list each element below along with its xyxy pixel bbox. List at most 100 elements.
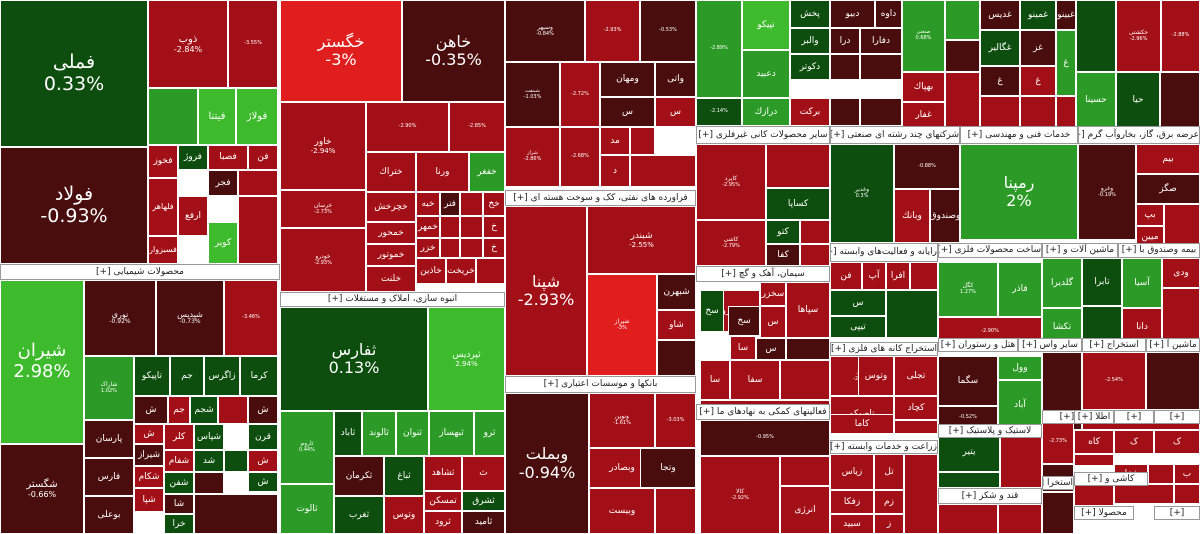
treemap-tile[interactable]: تمسكن [424,491,462,511]
treemap-tile[interactable]: -2.85% [449,102,505,152]
treemap-tile[interactable]: فاذر [998,262,1042,317]
treemap-tile[interactable]: کفا [766,244,800,266]
treemap-tile[interactable]: ثشرق [462,491,505,511]
treemap-tile[interactable]: ثغرب [334,496,384,534]
treemap-tile[interactable]: -3.55% [228,0,278,88]
treemap-tile[interactable]: درا [830,28,860,54]
treemap-tile[interactable]: شپاس [194,424,224,450]
treemap-tile[interactable]: تابرا [1082,258,1122,306]
treemap-tile[interactable]: آسیا [1122,258,1162,308]
treemap-tile[interactable]: یتیر [938,432,1000,472]
treemap-tile[interactable]: ش [248,472,278,492]
treemap-tile[interactable]: ثالوند [362,411,396,456]
treemap-tile[interactable]: شاراک 1.02% [84,356,134,420]
treemap-tile[interactable]: زفکا [830,490,874,514]
treemap-tile[interactable]: ثكرمان [334,456,384,496]
treemap-tile[interactable]: زیاس [830,454,874,490]
sector-header[interactable]: انبوه سازی، املاک و مستغلات [+] [280,292,505,307]
treemap-tile[interactable]: کاه [1074,430,1114,454]
treemap-tile[interactable]: قرن [248,424,278,450]
treemap-tile[interactable]: خريخت [446,258,476,284]
sector-header[interactable]: قند و شکر [+] [938,488,1042,504]
sector-header[interactable]: استخراج کانه های فلزی [+] [830,342,938,356]
treemap-tile[interactable]: شبندر -2.55% [587,206,696,274]
treemap-tile[interactable]: سپاها [786,282,830,338]
treemap-tile[interactable]: خودرو -2.93% [280,228,366,292]
treemap-tile[interactable]: تیپی [830,316,886,338]
treemap-tile[interactable]: کویر [208,222,238,264]
treemap-tile[interactable]: ثاروم 0.44% [280,411,334,484]
treemap-tile[interactable]: سبید [830,514,874,534]
treemap-tile[interactable]: ارفع [178,196,208,236]
treemap-tile[interactable]: -0.88% [894,144,960,189]
treemap-tile[interactable] [1164,204,1200,248]
treemap-tile[interactable]: فصبا [208,145,248,170]
treemap-tile[interactable]: س [600,97,655,127]
treemap-tile[interactable]: وسپهر -0.84% [505,0,585,62]
treemap-tile[interactable]: والبر [790,28,830,54]
treemap-tile[interactable]: وتوس [858,356,894,396]
treemap-tile[interactable]: شکام [134,466,164,488]
treemap-tile[interactable]: س [756,338,786,360]
treemap-tile[interactable]: کچاد [894,396,938,420]
treemap-tile[interactable] [194,472,224,494]
treemap-tile[interactable]: خ [483,216,505,238]
treemap-tile[interactable]: خلنت [366,266,416,292]
treemap-tile[interactable]: ث [462,456,505,491]
sector-header[interactable]: سایر واس [+] [1018,338,1082,352]
treemap-tile[interactable] [1056,96,1076,128]
treemap-tile[interactable]: جم [168,396,190,424]
treemap-tile[interactable]: شاو [657,310,696,340]
treemap-tile[interactable]: واتی [655,62,696,97]
treemap-tile[interactable]: خبه [416,192,440,216]
treemap-tile[interactable]: -2.14% [696,98,742,126]
sector-header[interactable]: بانکها و موسسات اعتباری [+] [505,376,696,393]
treemap-tile[interactable] [1000,432,1042,488]
treemap-tile[interactable]: وتجا [640,448,696,488]
treemap-tile[interactable]: کتو [766,220,800,244]
treemap-tile[interactable] [1114,484,1174,504]
treemap-tile[interactable]: فیتنا [198,88,236,145]
treemap-tile[interactable]: گلدیرا [1042,258,1082,308]
treemap-tile[interactable]: خرا [164,514,194,534]
treemap-tile[interactable] [998,504,1042,534]
treemap-tile[interactable]: دبیو [830,0,875,28]
treemap-tile[interactable]: ثشاهد [424,456,462,491]
treemap-tile[interactable]: شگستر -0.66% [0,444,84,534]
treemap-tile[interactable]: ش [134,396,168,424]
treemap-tile[interactable]: کگل 1.27% [938,262,998,317]
treemap-tile[interactable]: وغرو -0.19% [1078,144,1136,240]
treemap-tile[interactable]: زاگرس [204,356,240,396]
treemap-tile[interactable]: کاپرد -2.95% [696,144,766,220]
treemap-tile[interactable] [780,456,830,486]
treemap-tile[interactable]: ش [134,424,164,444]
treemap-tile[interactable]: خخ [483,192,505,216]
treemap-tile[interactable]: ودی [1162,258,1200,288]
treemap-tile[interactable] [800,220,830,244]
treemap-tile[interactable]: ورنا [416,152,469,192]
sector-header[interactable]: خدمات فنی و مهندسی [+] [960,126,1078,144]
treemap-tile[interactable] [657,340,696,376]
treemap-tile[interactable]: ختراك [366,152,416,192]
treemap-tile[interactable] [476,258,505,284]
sector-header[interactable]: رایانه و فعالیت‌های وابسته [+] [830,243,938,262]
treemap-tile[interactable]: حیا [1116,72,1160,128]
treemap-tile[interactable]: فنر [440,192,460,216]
treemap-tile[interactable]: غگالیر [980,30,1020,66]
treemap-tile[interactable]: پخش [790,0,830,28]
treemap-tile[interactable]: غبینو [1056,0,1076,30]
treemap-tile[interactable]: ثاباد [334,411,362,456]
treemap-tile[interactable]: خزر [416,238,440,258]
treemap-tile[interactable]: مد [600,127,630,155]
treemap-tile[interactable] [766,144,830,188]
treemap-tile[interactable] [218,396,248,424]
treemap-tile[interactable] [945,72,980,128]
treemap-tile[interactable]: فارس [84,458,134,496]
treemap-tile[interactable] [830,54,860,80]
treemap-tile[interactable]: شبهرن [657,274,696,310]
treemap-tile[interactable]: وبیست [589,488,655,534]
treemap-tile[interactable]: داوه [875,0,902,28]
sector-header[interactable]: محصولات شیمیایی [+] [0,264,280,280]
treemap-tile[interactable]: شفام [164,450,194,472]
treemap-tile[interactable]: ش [248,450,278,472]
